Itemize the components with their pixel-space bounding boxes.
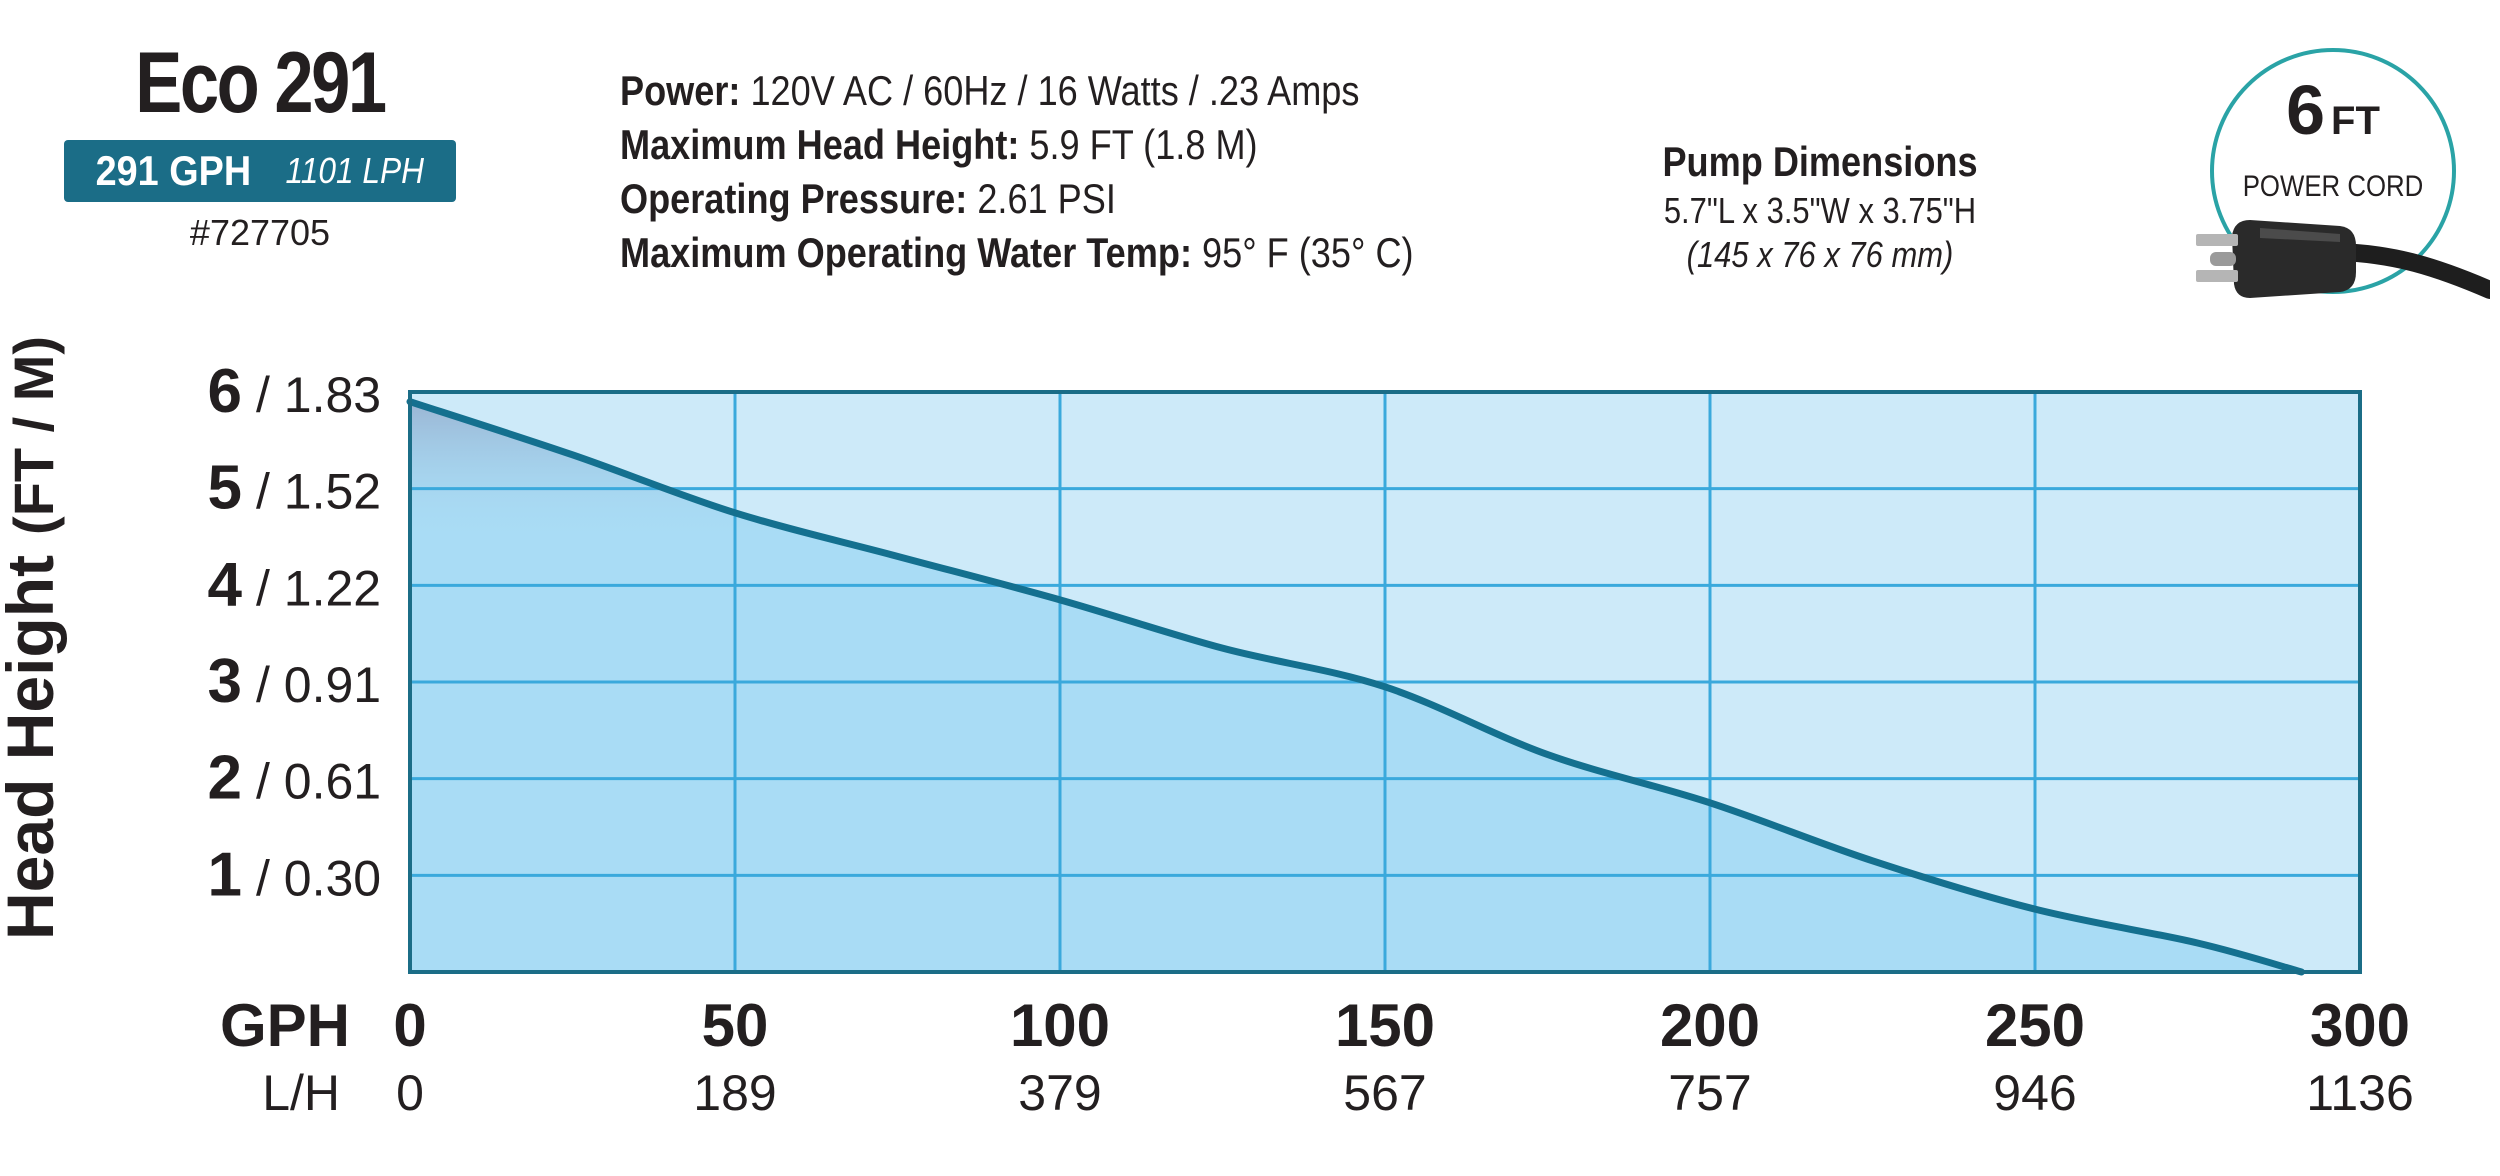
y-tick-label-m: / 0.30 xyxy=(256,850,381,906)
spec-label: Operating Pressure: xyxy=(620,175,968,222)
x-tick-label-lph: 0 xyxy=(396,1065,424,1121)
plug-icon xyxy=(2196,220,2490,299)
plot-frame xyxy=(408,390,2362,974)
y-tick-label-ft: 3 xyxy=(208,647,242,716)
spec-list: Power: 120V AC / 60Hz / 16 Watts / .23 A… xyxy=(620,64,1543,280)
spec-value: 120V AC / 60Hz / 16 Watts / .23 Amps xyxy=(750,67,1360,114)
y-tick-label-ft: 6 xyxy=(208,357,242,426)
part-number: #727705 xyxy=(189,212,331,253)
grid-lines xyxy=(410,392,2360,972)
spec-label: Maximum Operating Water Temp: xyxy=(620,229,1192,276)
y-tick-label-m: / 1.83 xyxy=(256,367,381,423)
power-cord-label: POWER CORD xyxy=(2242,170,2424,203)
x-tick-label-lph: 189 xyxy=(693,1065,776,1121)
x-tick-label-lph: 567 xyxy=(1343,1065,1426,1121)
power-cord-length-unit: FT xyxy=(2331,99,2380,143)
spec-operating-pressure: Operating Pressure: 2.61 PSI xyxy=(620,172,1414,226)
y-tick-label-ft: 4 xyxy=(208,550,243,619)
flow-rate-gph: 291 GPH xyxy=(95,147,252,194)
x-tick-label-lph: 379 xyxy=(1018,1065,1101,1121)
y-tick-labels: 6/ 1.835/ 1.524/ 1.223/ 0.912/ 0.611/ 0.… xyxy=(208,357,382,909)
spec-max-head-height: Maximum Head Height: 5.9 FT (1.8 M) xyxy=(620,118,1414,172)
power-cord-badge: 6 FT POWER CORD xyxy=(2196,48,2490,299)
spec-value: 5.9 FT (1.8 M) xyxy=(1029,121,1258,168)
head-flow-curve xyxy=(406,398,2305,976)
spec-max-water-temp: Maximum Operating Water Temp: 95° F (35°… xyxy=(620,226,1414,280)
pump-dimensions-metric: (145 x 76 x 76 mm) xyxy=(1686,234,1954,275)
x-axis-unit-lph: L/H xyxy=(262,1065,340,1121)
x-tick-label-gph: 50 xyxy=(702,992,769,1059)
x-tick-label-lph: 1136 xyxy=(2306,1065,2414,1121)
power-cord-length-number: 6 xyxy=(2286,71,2326,149)
x-axis-unit-gph: GPH xyxy=(220,992,350,1059)
x-tick-label-gph: 200 xyxy=(1660,992,1760,1059)
spec-label: Power: xyxy=(620,67,741,114)
area-shading xyxy=(410,401,2302,973)
x-tick-label-gph: 250 xyxy=(1985,992,2085,1059)
pump-dimensions: Pump Dimensions 5.7"L x 3.5"W x 3.75"H (… xyxy=(1570,138,2070,276)
y-tick-label-m: / 0.91 xyxy=(256,657,381,713)
pump-dimensions-title: Pump Dimensions xyxy=(1662,138,1978,185)
x-tick-label-lph: 757 xyxy=(1668,1065,1751,1121)
y-tick-label-ft: 1 xyxy=(208,840,242,909)
x-tick-label-lph: 946 xyxy=(1993,1065,2076,1121)
x-tick-label-gph: 300 xyxy=(2310,992,2410,1059)
y-tick-label-ft: 2 xyxy=(208,744,242,813)
spec-label: Maximum Head Height: xyxy=(620,121,1020,168)
y-tick-label-m: / 0.61 xyxy=(256,754,381,810)
flow-rate-lph: 1101 LPH xyxy=(285,150,424,191)
y-tick-label-m: / 1.52 xyxy=(256,464,381,520)
product-name: Eco 291 xyxy=(135,35,387,131)
x-tick-label-gph: 0 xyxy=(393,992,426,1059)
spec-value: 2.61 PSI xyxy=(977,175,1116,222)
spec-power: Power: 120V AC / 60Hz / 16 Watts / .23 A… xyxy=(620,64,1414,118)
x-tick-label-gph: 100 xyxy=(1010,992,1110,1059)
y-tick-label-ft: 5 xyxy=(208,454,242,523)
pump-dimensions-imperial: 5.7"L x 3.5"W x 3.75"H xyxy=(1663,190,1977,231)
y-tick-label-m: / 1.22 xyxy=(256,560,381,616)
x-tick-labels: 0 0 50 189 100 379 150 567 200 757 250 946 300 1136 xyxy=(393,992,2413,1121)
spec-value: 95° F (35° C) xyxy=(1202,229,1414,276)
power-cord-length: 6 FT xyxy=(2214,70,2452,150)
flow-rate-badge: 291 GPH 1101 LPH xyxy=(64,140,456,202)
x-tick-label-gph: 150 xyxy=(1335,992,1435,1059)
